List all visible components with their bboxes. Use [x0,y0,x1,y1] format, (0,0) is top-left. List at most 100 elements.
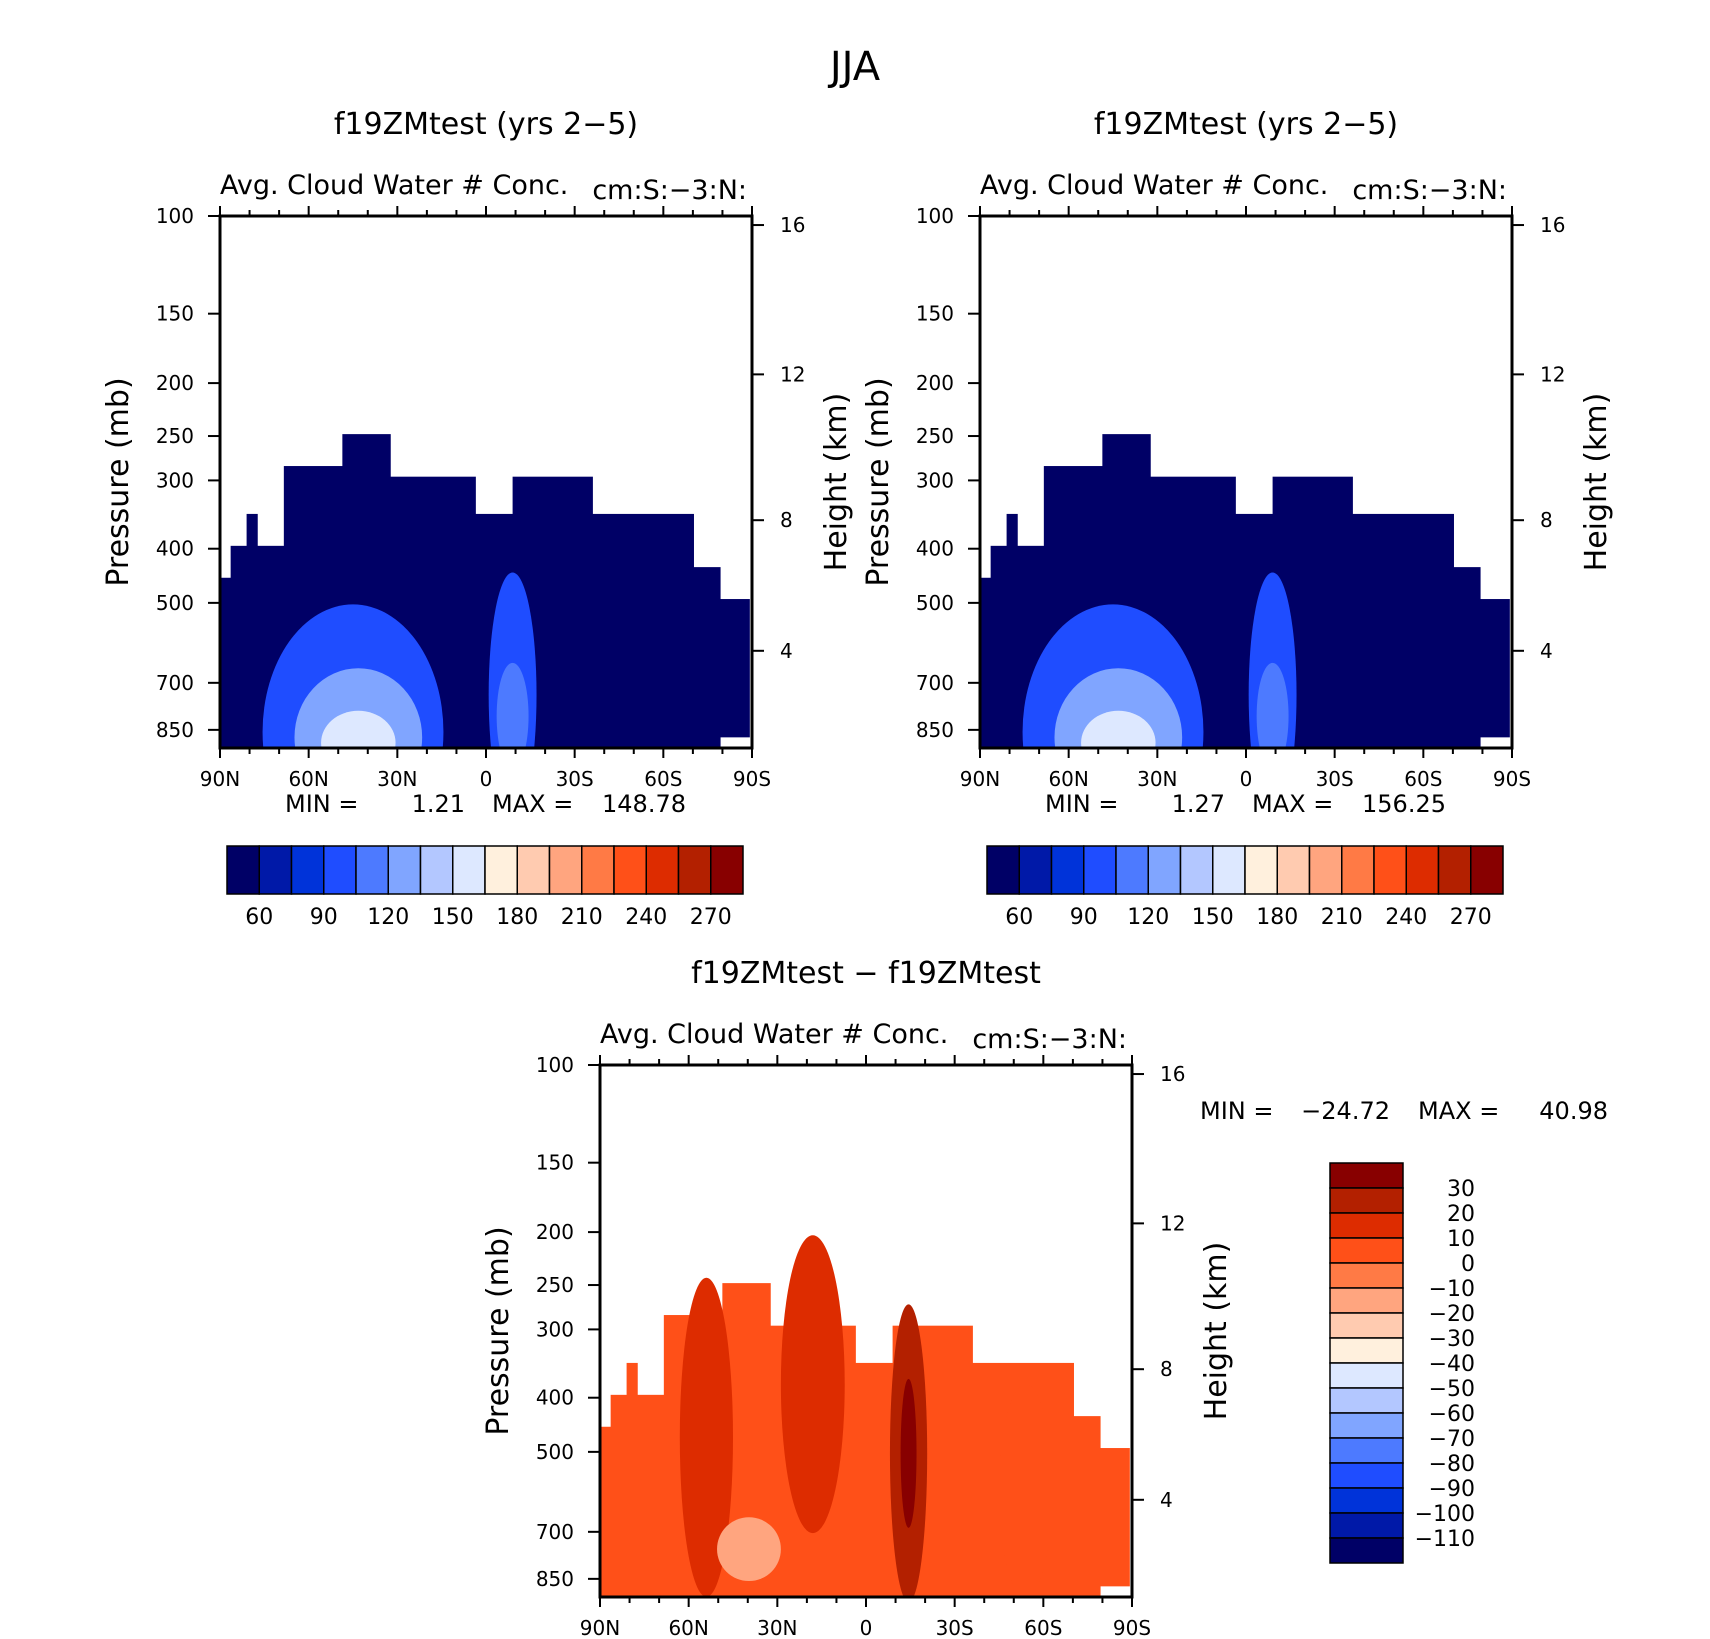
figure-title: JJA [827,44,881,90]
colorbar-label: −110 [1415,1527,1475,1552]
colorbar-swatch [1329,1362,1404,1389]
colorbar-swatch [1212,845,1246,895]
max-label: MAX = [1252,790,1333,818]
contour-fill [592,513,694,748]
colorbar: 3020100−10−20−30−40−50−60−70−80−90−100−1… [1329,1162,1475,1564]
colorbar-swatch [1308,845,1343,895]
y2-tick-label: 12 [1540,362,1565,386]
contour-fill [693,567,721,748]
contour-fill [1352,513,1454,748]
contour-fill [980,577,992,748]
variable-name: Avg. Cloud Water # Conc. [600,1019,948,1050]
colorbar-swatch [1329,1337,1404,1364]
colorbar-swatch [290,845,325,895]
y-axis-label: Pressure (mb) [101,377,136,586]
contour-fill [1453,567,1481,748]
max-value: 40.98 [1539,1097,1608,1125]
colorbar-swatch [1329,1412,1404,1439]
y2-tick-label: 8 [1540,508,1553,532]
colorbar-swatch [1329,1312,1404,1339]
colorbar-label: 0 [1461,1252,1475,1277]
colorbar-swatch [1329,1212,1404,1239]
colorbar-swatch [1373,845,1407,895]
panel-title: f19ZMtest (yrs 2−5) [334,107,638,142]
y-tick-label: 150 [156,302,194,326]
colorbar-swatch [1018,845,1053,895]
contour-fill [246,513,258,748]
colorbar-label: 90 [310,905,338,930]
min-label: MIN = [1045,790,1118,818]
contour-field [600,1235,1130,1597]
y-tick-label: 150 [916,302,954,326]
colorbar-label: 120 [1127,905,1169,930]
x-tick-label: 90S [1493,767,1531,791]
colorbar-label: 210 [1321,905,1363,930]
x-tick-label: 30S [936,1616,974,1639]
colorbar-swatch [258,845,293,895]
colorbar-label: 30 [1447,1177,1475,1202]
contour-fill [220,577,232,748]
variable-units: cm:S:−3:N: [1352,175,1507,206]
contour-fill [1081,710,1156,748]
max-value: 156.25 [1362,790,1446,818]
colorbar-swatch [1329,1437,1404,1464]
colorbar-swatch [645,845,680,895]
min-label: MIN = [1200,1097,1273,1125]
y-tick-label: 500 [916,591,954,615]
y-tick-label: 700 [156,671,194,695]
colorbar-label: 180 [496,905,538,930]
x-tick-label: 60N [1048,767,1088,791]
y2-tick-label: 4 [780,639,793,663]
colorbar-swatch [387,845,422,895]
colorbar-swatch [1405,845,1440,895]
y-tick-label: 150 [536,1151,574,1175]
y-tick-label: 400 [916,537,954,561]
colorbar-label: 270 [1450,905,1492,930]
contour-fill [990,545,1008,748]
colorbar-swatch [1244,845,1278,895]
colorbar-swatch [1179,845,1214,895]
variable-units: cm:S:−3:N: [592,175,747,206]
max-value: 148.78 [602,790,686,818]
y-tick-label: 200 [536,1220,574,1244]
colorbar-label: 60 [245,905,273,930]
colorbar-swatch [1329,1462,1404,1489]
y-tick-label: 400 [536,1386,574,1410]
y2-axis-label: Height (km) [1579,393,1614,572]
x-tick-label: 30S [1316,767,1354,791]
contour-fill [679,1277,734,1597]
colorbar-swatch [581,845,615,895]
contour-fill [230,545,248,748]
colorbar-swatch [1050,845,1085,895]
contour-fill [626,1362,638,1597]
y2-tick-label: 12 [1160,1211,1185,1235]
contour-fill [1480,599,1510,738]
panel-title: f19ZMtest − f19ZMtest [691,956,1041,991]
colorbar-swatch [1115,845,1149,895]
min-label: MIN = [285,790,358,818]
colorbar-label: 150 [1192,905,1234,930]
y-tick-label: 300 [536,1317,574,1341]
y-tick-label: 100 [536,1053,574,1077]
x-tick-label: 30N [377,767,417,791]
colorbar-label: 270 [690,905,732,930]
y-tick-label: 250 [156,424,194,448]
colorbar-label: 210 [561,905,603,930]
x-tick-label: 30N [1137,767,1177,791]
contour-field [980,434,1510,748]
colorbar-label: 90 [1070,905,1098,930]
y2-tick-label: 8 [780,508,793,532]
y-tick-label: 100 [156,204,194,228]
x-tick-label: 90S [733,767,771,791]
x-tick-label: 90S [1113,1616,1151,1639]
y2-tick-label: 16 [780,213,805,237]
y-tick-label: 200 [916,371,954,395]
x-tick-label: 60S [1024,1616,1062,1639]
colorbar-label: −70 [1429,1427,1475,1452]
colorbar-swatch [1341,845,1375,895]
colorbar-swatch [1329,1187,1404,1214]
colorbar-label: 120 [367,905,409,930]
colorbar-swatch [1470,845,1504,895]
colorbar-label: 180 [1256,905,1298,930]
